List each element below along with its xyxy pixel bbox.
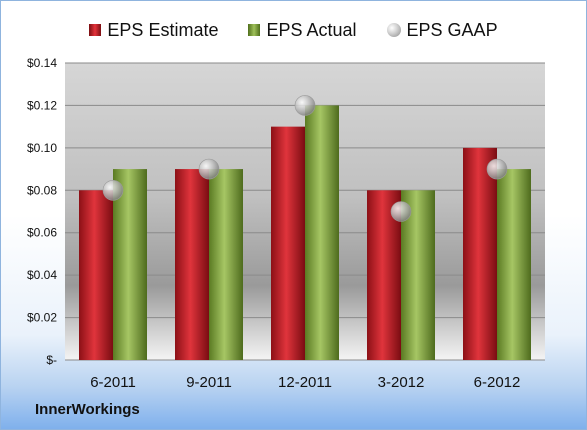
y-tick-label: $0.10 (27, 141, 57, 155)
x-tick-label: 6-2011 (90, 374, 136, 391)
y-tick-label: $0.14 (27, 56, 57, 70)
legend-swatch-eps-estimate (89, 24, 102, 36)
y-tick-label: $0.06 (27, 226, 57, 240)
x-tick-label: 9-2011 (186, 374, 232, 391)
point-eps-gaap (294, 95, 316, 116)
gaap-points (102, 95, 508, 222)
point-eps-gaap (390, 201, 412, 222)
bar-eps-estimate (271, 126, 305, 361)
y-axis-ticks: $- $0.02 $0.04 $0.06 $0.08 $0.10 $0.12 $0.14 (27, 56, 57, 367)
legend: EPS Estimate EPS Actual EPS GAAP (1, 18, 586, 42)
legend-item-eps-estimate: EPS Estimate (89, 20, 218, 41)
x-tick-label: 6-2012 (474, 374, 521, 391)
y-tick-label: $0.04 (27, 268, 57, 282)
y-tick-label: $0.08 (27, 183, 57, 197)
bar-eps-estimate (463, 147, 497, 360)
y-tick-label: $0.02 (27, 311, 57, 325)
legend-label-eps-actual: EPS Actual (266, 19, 357, 40)
x-tick-label: 12-2011 (278, 374, 332, 391)
y-tick-label: $- (46, 353, 57, 367)
legend-swatch-eps-gaap (386, 23, 401, 37)
bar-eps-actual (209, 169, 243, 360)
point-eps-gaap (486, 158, 508, 180)
bar-eps-actual (113, 169, 147, 360)
legend-label-eps-gaap: EPS GAAP (406, 19, 498, 40)
point-eps-gaap (198, 158, 220, 180)
bar-eps-estimate (175, 169, 209, 360)
legend-label-eps-estimate: EPS Estimate (107, 19, 219, 40)
point-eps-gaap (102, 179, 124, 201)
bar-eps-actual (497, 169, 531, 360)
legend-swatch-eps-actual (248, 24, 261, 36)
bar-eps-actual (305, 105, 339, 360)
bars (79, 105, 531, 361)
company-name: InnerWorkings (35, 401, 140, 418)
bar-eps-estimate (79, 190, 113, 360)
y-tick-label: $0.12 (27, 98, 57, 112)
legend-item-eps-gaap: EPS GAAP (386, 19, 498, 41)
x-axis-ticks: 6-2011 9-2011 12-2011 3-2012 6-2012 (90, 374, 520, 391)
x-tick-label: 3-2012 (378, 374, 425, 391)
legend-item-eps-actual: EPS Actual (248, 19, 357, 41)
